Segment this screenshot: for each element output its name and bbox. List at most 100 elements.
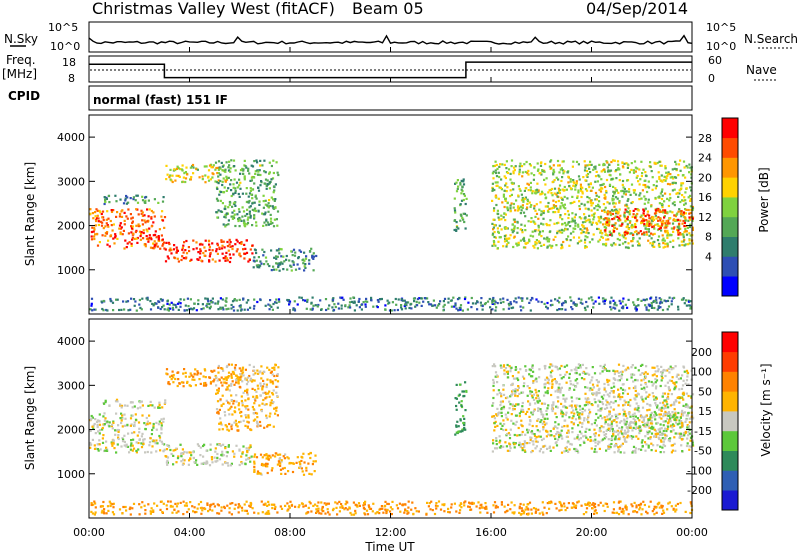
echo-cell xyxy=(546,381,549,384)
echo-cell xyxy=(609,446,612,449)
echo-cell xyxy=(544,193,547,196)
echo-cell xyxy=(529,234,532,237)
echo-cell xyxy=(516,206,520,209)
echo-cell xyxy=(504,184,507,187)
echo-cell xyxy=(597,227,600,231)
echo-cell xyxy=(272,198,275,201)
echo-cell xyxy=(626,232,629,235)
echo-cell xyxy=(268,308,271,311)
echo-cell xyxy=(522,211,526,214)
echo-cell xyxy=(493,235,496,239)
echo-cell xyxy=(212,173,215,176)
echo-cell xyxy=(308,472,311,475)
echo-cell xyxy=(108,421,111,424)
echo-cell xyxy=(638,244,641,247)
echo-cell xyxy=(584,188,588,191)
echo-cell xyxy=(594,432,597,435)
echo-cell xyxy=(132,298,136,301)
echo-cell xyxy=(116,211,119,214)
echo-cell xyxy=(691,242,694,245)
echo-cell xyxy=(540,161,543,164)
echo-cell xyxy=(684,230,687,233)
echo-cell xyxy=(153,198,156,201)
echo-cell xyxy=(216,400,220,403)
echo-cell xyxy=(630,376,633,379)
echo-cell xyxy=(243,308,246,311)
echo-cell xyxy=(529,181,532,184)
echo-cell xyxy=(521,204,524,207)
echo-cell xyxy=(221,169,224,172)
echo-cell xyxy=(494,195,497,198)
echo-cell xyxy=(627,298,630,301)
echo-cell xyxy=(566,441,569,444)
echo-cell xyxy=(682,211,685,214)
echo-cell xyxy=(552,403,555,406)
echo-cell xyxy=(337,302,340,305)
echo-cell xyxy=(224,424,227,427)
echo-cell xyxy=(510,228,513,231)
echo-cell xyxy=(211,461,214,464)
echo-cell xyxy=(621,165,625,168)
echo-cell xyxy=(596,443,600,446)
echo-cell xyxy=(586,229,589,232)
echo-cell xyxy=(457,227,460,230)
echo-cell xyxy=(659,427,662,430)
echo-cell xyxy=(303,259,306,262)
echo-cell xyxy=(517,205,520,208)
echo-cell xyxy=(298,267,301,270)
echo-cell xyxy=(215,197,219,200)
echo-cell xyxy=(494,169,497,172)
echo-cell xyxy=(634,224,637,227)
echo-cell xyxy=(431,304,435,307)
echo-cell xyxy=(219,398,222,401)
echo-cell xyxy=(126,196,129,199)
echo-cell xyxy=(96,209,99,212)
echo-cell xyxy=(248,374,251,378)
echo-cell xyxy=(675,400,678,403)
echo-cell xyxy=(618,217,621,220)
echo-cell xyxy=(634,407,637,410)
echo-cell xyxy=(662,401,665,404)
echo-cell xyxy=(680,187,683,190)
echo-cell xyxy=(584,386,587,389)
echo-cell xyxy=(637,232,640,235)
echo-cell xyxy=(590,379,593,382)
echo-cell xyxy=(256,161,259,164)
echo-cell xyxy=(677,305,680,308)
echo-cell xyxy=(577,366,580,369)
echo-cell xyxy=(595,170,598,173)
echo-cell xyxy=(491,298,494,301)
echo-cell xyxy=(612,369,615,372)
echo-cell xyxy=(148,444,151,447)
echo-cell xyxy=(196,168,199,171)
echo-cell xyxy=(244,368,247,371)
echo-cell xyxy=(514,297,517,300)
echo-cell xyxy=(144,221,147,224)
echo-cell xyxy=(667,406,670,409)
echo-cell xyxy=(616,429,619,432)
echo-cell xyxy=(281,262,284,265)
echo-cell xyxy=(230,405,233,408)
echo-cell xyxy=(683,196,686,199)
echo-cell xyxy=(384,308,387,311)
echo-cell xyxy=(615,189,618,192)
echo-cell xyxy=(112,309,115,312)
echo-cell xyxy=(547,433,550,436)
echo-cell xyxy=(555,244,558,247)
echo-cell xyxy=(618,238,621,242)
echo-cell xyxy=(452,296,455,299)
echo-cell xyxy=(595,205,598,208)
echo-cell xyxy=(132,447,136,450)
echo-cell xyxy=(657,196,660,199)
echo-cell xyxy=(602,297,605,300)
echo-cell xyxy=(688,194,692,197)
echo-cell xyxy=(572,160,575,163)
echo-cell xyxy=(174,179,177,182)
echo-cell xyxy=(592,218,595,221)
echo-cell xyxy=(617,446,620,449)
echo-cell xyxy=(605,217,609,220)
echo-cell xyxy=(663,239,666,242)
echo-cell xyxy=(635,308,638,311)
echo-cell xyxy=(215,250,218,253)
echo-cell xyxy=(665,171,668,174)
